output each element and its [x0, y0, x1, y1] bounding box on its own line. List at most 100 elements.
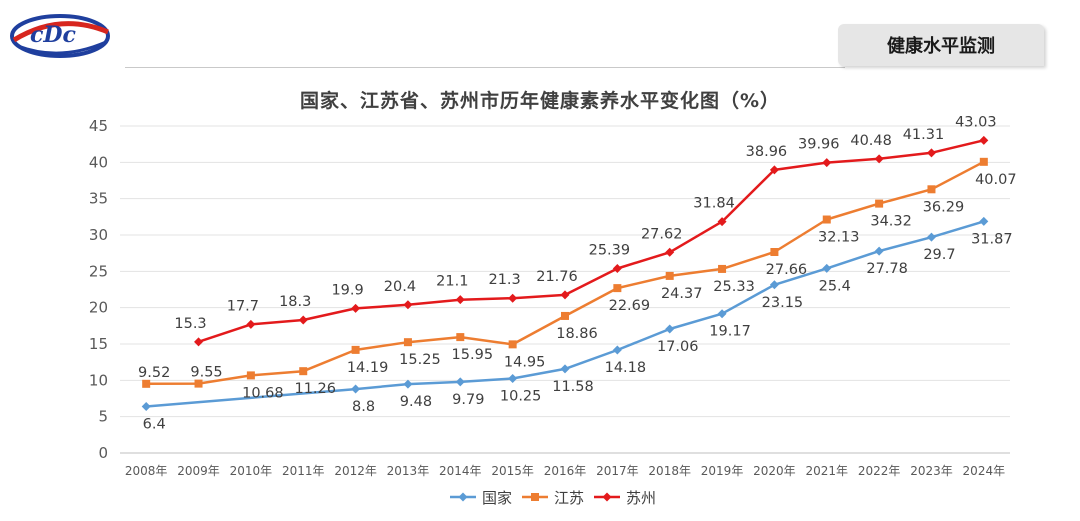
suzhou-point-marker — [298, 315, 308, 325]
y-tick-label: 45 — [89, 117, 108, 135]
national-point-marker — [874, 246, 884, 256]
national-point-marker — [351, 384, 361, 394]
suzhou-data-label: 31.84 — [693, 196, 735, 212]
x-tick-label: 2011年 — [282, 464, 325, 478]
jiangsu-data-label: 24.37 — [661, 286, 703, 302]
national-point-marker — [508, 374, 518, 384]
x-tick-label: 2018年 — [648, 464, 691, 478]
national-data-label: 27.78 — [866, 261, 908, 277]
jiangsu-data-label: 27.66 — [766, 262, 808, 278]
section-badge: 健康水平监测 — [838, 24, 1044, 66]
suzhou-data-label: 25.39 — [589, 242, 631, 258]
suzhou-data-label: 21.3 — [488, 272, 520, 288]
national-point-marker — [822, 263, 832, 273]
x-tick-label: 2009年 — [177, 464, 220, 478]
suzhou-data-label: 20.4 — [384, 279, 416, 295]
national-point-marker — [458, 492, 468, 502]
national-data-label: 25.4 — [819, 278, 851, 294]
jiangsu-data-label: 10.68 — [242, 385, 284, 401]
suzhou-point-marker — [979, 135, 989, 145]
jiangsu-point-marker — [456, 333, 465, 342]
suzhou-data-label: 43.03 — [955, 114, 997, 130]
national-data-label: 6.4 — [143, 416, 166, 432]
suzhou-data-label: 38.96 — [746, 144, 788, 160]
national-point-marker — [612, 345, 622, 355]
y-tick-label: 0 — [98, 444, 108, 462]
national-data-label: 23.15 — [762, 295, 804, 311]
suzhou-point-marker — [455, 295, 465, 305]
suzhou-point-marker — [612, 263, 622, 273]
jiangsu-point-marker — [531, 493, 539, 501]
suzhou-point-marker — [822, 158, 832, 168]
national-legend-label: 国家 — [482, 489, 512, 507]
suzhou-point-marker — [602, 492, 612, 502]
suzhou-point-marker — [351, 303, 361, 313]
national-point-marker — [403, 379, 413, 389]
jiangsu-point-marker — [194, 379, 203, 388]
x-tick-label: 2008年 — [125, 464, 168, 478]
jiangsu-point-marker — [142, 379, 151, 388]
x-tick-label: 2016年 — [544, 464, 587, 478]
national-point-marker — [141, 401, 151, 411]
suzhou-legend-label: 苏州 — [626, 489, 656, 507]
x-tick-label: 2024年 — [963, 464, 1006, 478]
jiangsu-point-marker — [718, 264, 727, 273]
legend: 国家 江苏 苏州 — [450, 489, 656, 507]
suzhou-data-label: 39.96 — [798, 137, 840, 153]
suzhou-series-line — [198, 139, 985, 343]
jiangsu-data-label: 14.19 — [347, 360, 389, 376]
series-lines — [141, 135, 989, 411]
x-tick-label: 2019年 — [701, 464, 744, 478]
y-tick-label: 35 — [89, 190, 108, 208]
national-data-label: 9.48 — [400, 394, 432, 410]
jiangsu-point-marker — [822, 215, 831, 224]
jiangsu-data-label: 34.32 — [870, 214, 912, 230]
jiangsu-data-label: 15.25 — [399, 352, 441, 368]
jiangsu-point-marker — [770, 248, 779, 257]
national-data-label: 29.7 — [923, 247, 955, 263]
y-tick-label: 25 — [89, 262, 108, 280]
x-tick-label: 2012年 — [334, 464, 377, 478]
national-data-label: 10.25 — [500, 389, 542, 405]
suzhou-data-label: 41.31 — [903, 127, 945, 143]
national-series-line — [146, 220, 985, 408]
jiangsu-legend-label: 江苏 — [554, 489, 584, 507]
jiangsu-point-marker — [351, 345, 360, 354]
y-tick-label: 30 — [89, 226, 108, 244]
jiangsu-point-marker — [979, 157, 988, 166]
jiangsu-point-marker — [665, 271, 674, 280]
cdc-logo-icon: cDc — [10, 14, 110, 58]
y-tick-label: 15 — [89, 335, 108, 353]
svg-text:cDc: cDc — [30, 22, 76, 48]
national-data-label: 17.06 — [657, 339, 699, 355]
jiangsu-data-label: 9.55 — [190, 365, 222, 381]
chart-title: 国家、江苏省、苏州市历年健康素养水平变化图（%） — [299, 90, 781, 112]
jiangsu-data-label: 9.52 — [138, 365, 170, 381]
suzhou-data-label: 21.1 — [436, 274, 468, 290]
jiangsu-point-marker — [403, 338, 412, 347]
x-tick-label: 2023年 — [910, 464, 953, 478]
y-tick-label: 10 — [89, 371, 108, 389]
jiangsu-data-label: 32.13 — [818, 230, 860, 246]
x-tick-label: 2014年 — [439, 464, 482, 478]
jiangsu-data-label: 40.07 — [975, 172, 1017, 188]
suzhou-data-label: 17.7 — [227, 298, 259, 314]
header-divider — [125, 67, 845, 68]
data-labels: 6.4 9.48 8.8 9.79 10.25 11.58 14.18 17.06 19.17 2… — [138, 114, 1017, 432]
suzhou-point-marker — [665, 247, 675, 257]
x-tick-label: 2021年 — [805, 464, 848, 478]
x-tick-label: 2015年 — [491, 464, 534, 478]
jiangsu-data-label: 11.26 — [294, 381, 336, 397]
suzhou-point-marker — [874, 154, 884, 164]
grid-lines — [120, 125, 1010, 454]
national-data-label: 31.87 — [971, 231, 1013, 247]
suzhou-point-marker — [246, 319, 256, 329]
suzhou-data-label: 27.62 — [641, 226, 683, 242]
suzhou-point-marker — [926, 148, 936, 158]
jiangsu-data-label: 15.95 — [452, 347, 494, 363]
national-point-marker — [717, 309, 727, 319]
national-data-label: 14.18 — [605, 360, 647, 376]
suzhou-point-marker — [403, 300, 413, 310]
suzhou-data-label: 40.48 — [850, 133, 892, 149]
